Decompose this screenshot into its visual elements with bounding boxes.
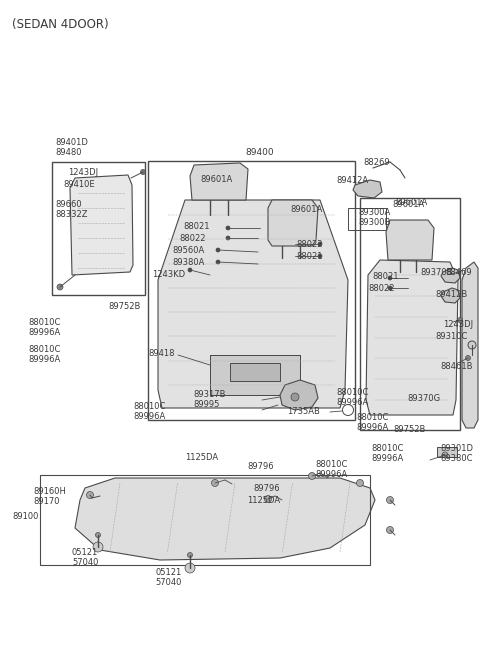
Circle shape xyxy=(386,527,394,533)
Text: 89796: 89796 xyxy=(247,462,274,471)
Text: 1243DJ: 1243DJ xyxy=(443,320,473,329)
Polygon shape xyxy=(268,200,318,246)
Text: 1735AB: 1735AB xyxy=(287,407,320,416)
Text: 88010C
89996A: 88010C 89996A xyxy=(28,345,60,364)
Text: 89401D
89480: 89401D 89480 xyxy=(55,138,88,157)
Text: 88469: 88469 xyxy=(445,268,472,277)
Polygon shape xyxy=(75,478,375,560)
Bar xyxy=(348,208,386,230)
Circle shape xyxy=(343,405,353,415)
Text: 89752B: 89752B xyxy=(393,425,425,434)
Circle shape xyxy=(188,552,192,558)
Polygon shape xyxy=(441,288,460,303)
Circle shape xyxy=(226,236,230,240)
Text: 1125DA: 1125DA xyxy=(185,453,218,462)
Text: 88010C
89996A: 88010C 89996A xyxy=(356,413,388,432)
Circle shape xyxy=(457,318,463,323)
Text: 88021: 88021 xyxy=(372,272,398,281)
Text: 88010C
89996A: 88010C 89996A xyxy=(28,318,60,337)
Text: 89601A: 89601A xyxy=(290,205,322,214)
Circle shape xyxy=(291,393,299,401)
Circle shape xyxy=(468,341,476,349)
Bar xyxy=(210,355,300,395)
Polygon shape xyxy=(386,220,434,260)
Circle shape xyxy=(216,260,220,264)
Text: 89601A: 89601A xyxy=(395,198,427,207)
Text: 05121
57040: 05121 57040 xyxy=(72,548,98,567)
Text: 89100: 89100 xyxy=(12,512,38,521)
Text: 88022: 88022 xyxy=(296,240,323,249)
Circle shape xyxy=(93,542,103,552)
Text: 89370B: 89370B xyxy=(420,268,453,277)
Circle shape xyxy=(188,268,192,272)
Text: 89418: 89418 xyxy=(148,349,175,358)
Text: 88269: 88269 xyxy=(363,158,390,167)
Circle shape xyxy=(357,480,363,487)
Bar xyxy=(437,447,457,457)
Text: 89412B: 89412B xyxy=(435,290,467,299)
Circle shape xyxy=(318,254,322,258)
Circle shape xyxy=(318,242,322,246)
Polygon shape xyxy=(353,180,382,198)
Text: 1243KD: 1243KD xyxy=(152,270,185,279)
Text: 88021: 88021 xyxy=(183,222,209,231)
Circle shape xyxy=(226,226,230,230)
Bar xyxy=(40,475,370,565)
Text: 89752B: 89752B xyxy=(108,302,140,311)
Bar xyxy=(360,198,460,430)
Polygon shape xyxy=(280,380,318,410)
Text: 05121
57040: 05121 57040 xyxy=(155,568,181,587)
Bar xyxy=(148,161,355,420)
Text: 88461B: 88461B xyxy=(440,362,472,371)
Text: 88010C
89996A: 88010C 89996A xyxy=(336,388,368,407)
Text: 1243DJ: 1243DJ xyxy=(68,168,98,177)
Text: 89380A: 89380A xyxy=(172,258,204,267)
Polygon shape xyxy=(70,175,133,275)
Text: 89400: 89400 xyxy=(245,148,274,157)
Text: 88010C
89996A: 88010C 89996A xyxy=(315,460,348,480)
Text: 89300A
89300B: 89300A 89300B xyxy=(358,208,390,228)
Text: 89560A: 89560A xyxy=(172,246,204,255)
Text: 89301D
89380C: 89301D 89380C xyxy=(440,444,473,463)
Text: 89317B
89995: 89317B 89995 xyxy=(193,390,226,409)
Bar xyxy=(52,162,145,295)
Circle shape xyxy=(216,248,220,252)
Polygon shape xyxy=(462,262,478,428)
Circle shape xyxy=(388,286,392,290)
Text: 89601A: 89601A xyxy=(392,200,424,209)
Text: 89310C: 89310C xyxy=(435,332,468,341)
Bar xyxy=(230,363,280,381)
Circle shape xyxy=(57,284,63,290)
Text: 89370G: 89370G xyxy=(407,394,440,403)
Polygon shape xyxy=(366,260,458,415)
Circle shape xyxy=(442,452,448,458)
Text: 89796: 89796 xyxy=(253,484,280,493)
Polygon shape xyxy=(158,200,348,408)
Text: 88022: 88022 xyxy=(368,284,395,293)
Circle shape xyxy=(212,480,218,487)
Circle shape xyxy=(96,533,100,537)
Text: 89601A: 89601A xyxy=(200,175,232,184)
Circle shape xyxy=(386,497,394,504)
Circle shape xyxy=(388,276,392,280)
Circle shape xyxy=(466,356,470,361)
Text: 88010C
89996A: 88010C 89996A xyxy=(133,402,166,421)
Circle shape xyxy=(264,495,272,502)
Text: (SEDAN 4DOOR): (SEDAN 4DOOR) xyxy=(12,18,108,31)
Circle shape xyxy=(141,169,145,174)
Text: 89660
88332Z: 89660 88332Z xyxy=(55,200,87,219)
Text: 88021: 88021 xyxy=(296,252,323,261)
Circle shape xyxy=(86,491,94,499)
Text: 88022: 88022 xyxy=(179,234,205,243)
Text: 89160H
89170: 89160H 89170 xyxy=(33,487,66,506)
Bar xyxy=(210,355,300,395)
Text: 89410E: 89410E xyxy=(63,180,95,189)
Text: 88010C
89996A: 88010C 89996A xyxy=(371,444,403,463)
Circle shape xyxy=(309,472,315,480)
Polygon shape xyxy=(441,268,460,283)
Circle shape xyxy=(185,563,195,573)
Text: 1125DA: 1125DA xyxy=(247,496,280,505)
Polygon shape xyxy=(190,163,248,200)
Text: 89412A: 89412A xyxy=(336,176,368,185)
